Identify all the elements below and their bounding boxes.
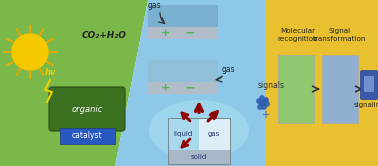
FancyBboxPatch shape [49,87,125,131]
Text: hv: hv [44,68,56,77]
Ellipse shape [149,100,249,160]
Circle shape [260,96,264,100]
FancyBboxPatch shape [148,60,218,82]
Text: signaling: signaling [353,102,378,108]
Circle shape [12,34,48,70]
FancyBboxPatch shape [361,71,378,99]
Text: Molecular
recognition: Molecular recognition [278,28,318,42]
FancyBboxPatch shape [364,76,374,92]
FancyBboxPatch shape [148,27,218,39]
FancyBboxPatch shape [168,118,199,150]
Text: organic: organic [71,105,103,114]
Text: +: + [161,28,170,38]
Text: catalyst: catalyst [72,131,102,140]
FancyBboxPatch shape [60,128,115,144]
Polygon shape [115,0,265,166]
Text: solid: solid [191,154,207,160]
Text: −: − [185,82,195,94]
Text: liquid: liquid [174,131,193,137]
FancyBboxPatch shape [148,5,218,27]
Circle shape [265,102,269,106]
FancyBboxPatch shape [199,118,230,150]
FancyBboxPatch shape [278,55,314,123]
Text: gas: gas [208,131,220,137]
Text: gas: gas [148,1,162,10]
Text: Signal
transformation: Signal transformation [313,28,367,42]
FancyBboxPatch shape [168,150,230,164]
Circle shape [264,98,268,102]
Text: gas: gas [222,65,235,74]
Circle shape [262,105,266,109]
Circle shape [257,99,261,103]
Polygon shape [0,0,148,166]
FancyBboxPatch shape [322,55,358,123]
FancyBboxPatch shape [148,82,218,94]
Text: −: − [185,27,195,40]
Text: signals: signals [258,81,285,90]
Text: +: + [261,110,269,120]
Circle shape [259,101,263,105]
Polygon shape [265,0,378,166]
Text: CO₂+H₂O: CO₂+H₂O [82,31,127,40]
Circle shape [258,105,262,109]
Circle shape [261,102,265,106]
Text: +: + [161,83,170,93]
Circle shape [263,99,267,103]
